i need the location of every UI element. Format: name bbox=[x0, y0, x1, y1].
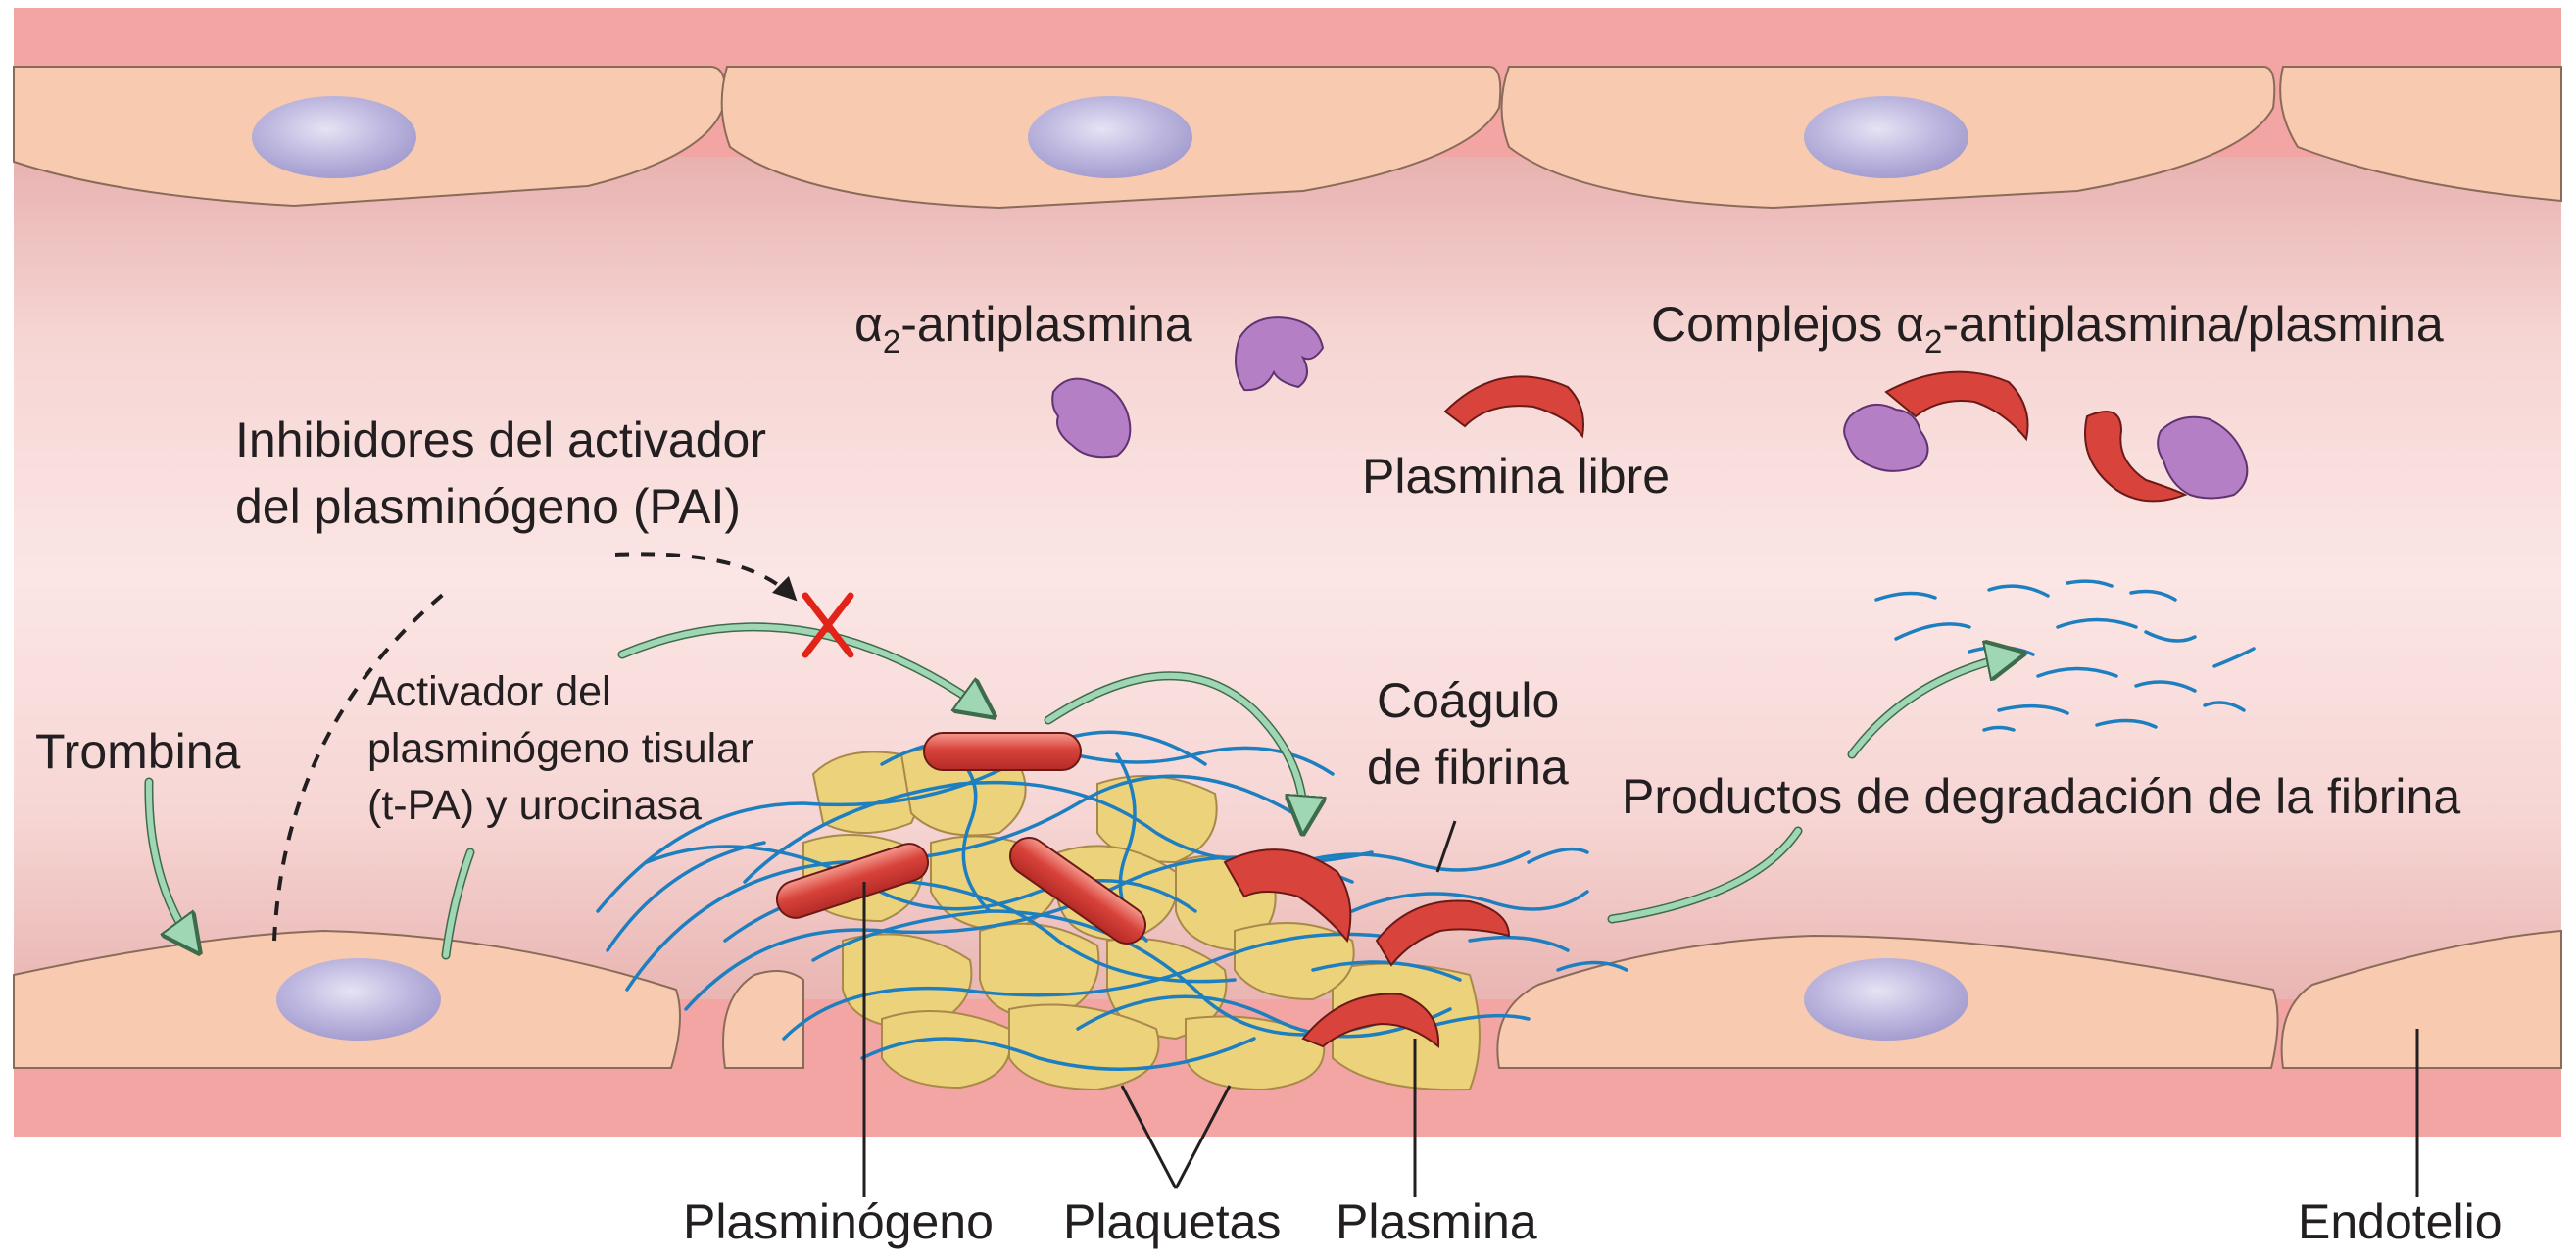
endothelial-cell bbox=[722, 970, 804, 1069]
free-plasmin bbox=[1443, 375, 1584, 439]
endothelial-cell bbox=[2280, 929, 2562, 1069]
pai-label-line1: Inhibidores del activador bbox=[235, 412, 766, 467]
endothelium-label: Endotelio bbox=[2298, 1194, 2503, 1249]
alpha2-antiplasmin bbox=[1051, 377, 1132, 459]
thrombin-label: Trombina bbox=[35, 724, 241, 779]
pai-label-line2: del plasminógeno (PAI) bbox=[235, 479, 741, 534]
complexes-label: Complejos α2-antiplasmina/plasmina bbox=[1651, 297, 2444, 360]
pai-dashed-line bbox=[272, 586, 453, 942]
complexed-antiplasmin bbox=[2157, 415, 2249, 500]
pai-dashed-arrow bbox=[614, 552, 798, 602]
platelet bbox=[1234, 922, 1355, 1001]
platelet bbox=[842, 933, 973, 1031]
nucleus bbox=[276, 958, 441, 1041]
inhibition-x-icon bbox=[802, 592, 854, 658]
tpa-label-line2: plasminógeno tisular bbox=[367, 725, 753, 772]
complexed-plasmin bbox=[1884, 370, 2029, 442]
plasminogen bbox=[1009, 837, 1146, 945]
nucleus bbox=[252, 96, 416, 178]
clot-label-line2: de fibrina bbox=[1367, 740, 1569, 795]
antiplasmin-shapes bbox=[1051, 316, 2249, 500]
nucleus bbox=[1804, 96, 1968, 178]
plasmin-label: Plasmina bbox=[1336, 1194, 1537, 1249]
tpa-label-line1: Activador del bbox=[367, 668, 611, 715]
plasminogen bbox=[923, 732, 1082, 771]
plasminogen bbox=[775, 843, 930, 919]
plasminogen-rods bbox=[775, 732, 1146, 945]
arrows bbox=[144, 552, 2018, 960]
fdp-label: Productos de degradación de la fibrina bbox=[1622, 769, 2460, 824]
nucleus bbox=[1804, 958, 1968, 1041]
plasmin-cleaving bbox=[1375, 899, 1511, 967]
plasmin-cleaving bbox=[1301, 993, 1440, 1049]
free-plasmin-label: Plasmina libre bbox=[1362, 449, 1670, 504]
platelet bbox=[881, 1010, 1012, 1090]
nucleus bbox=[1028, 96, 1192, 178]
endothelial-cell bbox=[2279, 66, 2562, 203]
complexed-plasmin bbox=[2084, 411, 2188, 503]
alpha2-antiplasmin bbox=[1235, 316, 1325, 392]
plasminogen-label: Plasminógeno bbox=[683, 1194, 994, 1249]
plasmin-cleaving bbox=[1223, 848, 1352, 944]
plasmin-shapes bbox=[1223, 370, 2188, 1049]
complexed-antiplasmin bbox=[1843, 403, 1929, 472]
endothelium-bottom bbox=[13, 929, 2562, 1069]
endothelium-top bbox=[13, 66, 2562, 210]
clot-label-line1: Coágulo bbox=[1377, 673, 1559, 728]
alpha2-antiplasmin-label: α2-antiplasmina bbox=[854, 297, 1192, 360]
tpa-label-line3: (t-PA) y urocinasa bbox=[367, 782, 702, 829]
platelets-label: Plaquetas bbox=[1063, 1194, 1281, 1249]
leader-lines bbox=[862, 820, 2419, 1197]
